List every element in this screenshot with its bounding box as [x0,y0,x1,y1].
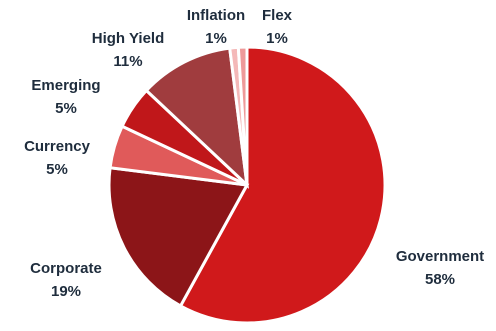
pie-slice-high-yield [144,46,250,189]
slice-label-emerging: Emerging [31,77,100,94]
slice-value-high-yield: 11% [113,53,142,70]
slice-label-high-yield: High Yield [92,30,165,47]
pie-slice-government [178,45,387,325]
slice-value-currency: 5% [46,161,68,178]
slice-label-inflation: Inflation [187,7,245,24]
pie-slice-flex [236,45,249,186]
slice-label-government: Government [396,248,484,265]
pie-slice-corporate [107,166,250,308]
slice-value-government: 58% [425,271,455,288]
slice-value-emerging: 5% [55,100,77,117]
slice-value-inflation: 1% [205,30,227,47]
slice-value-flex: 1% [266,30,288,47]
slice-label-currency: Currency [24,138,91,155]
slice-label-flex: Flex [262,7,293,24]
slice-label-corporate: Corporate [30,260,102,277]
slice-value-corporate: 19% [51,283,81,300]
